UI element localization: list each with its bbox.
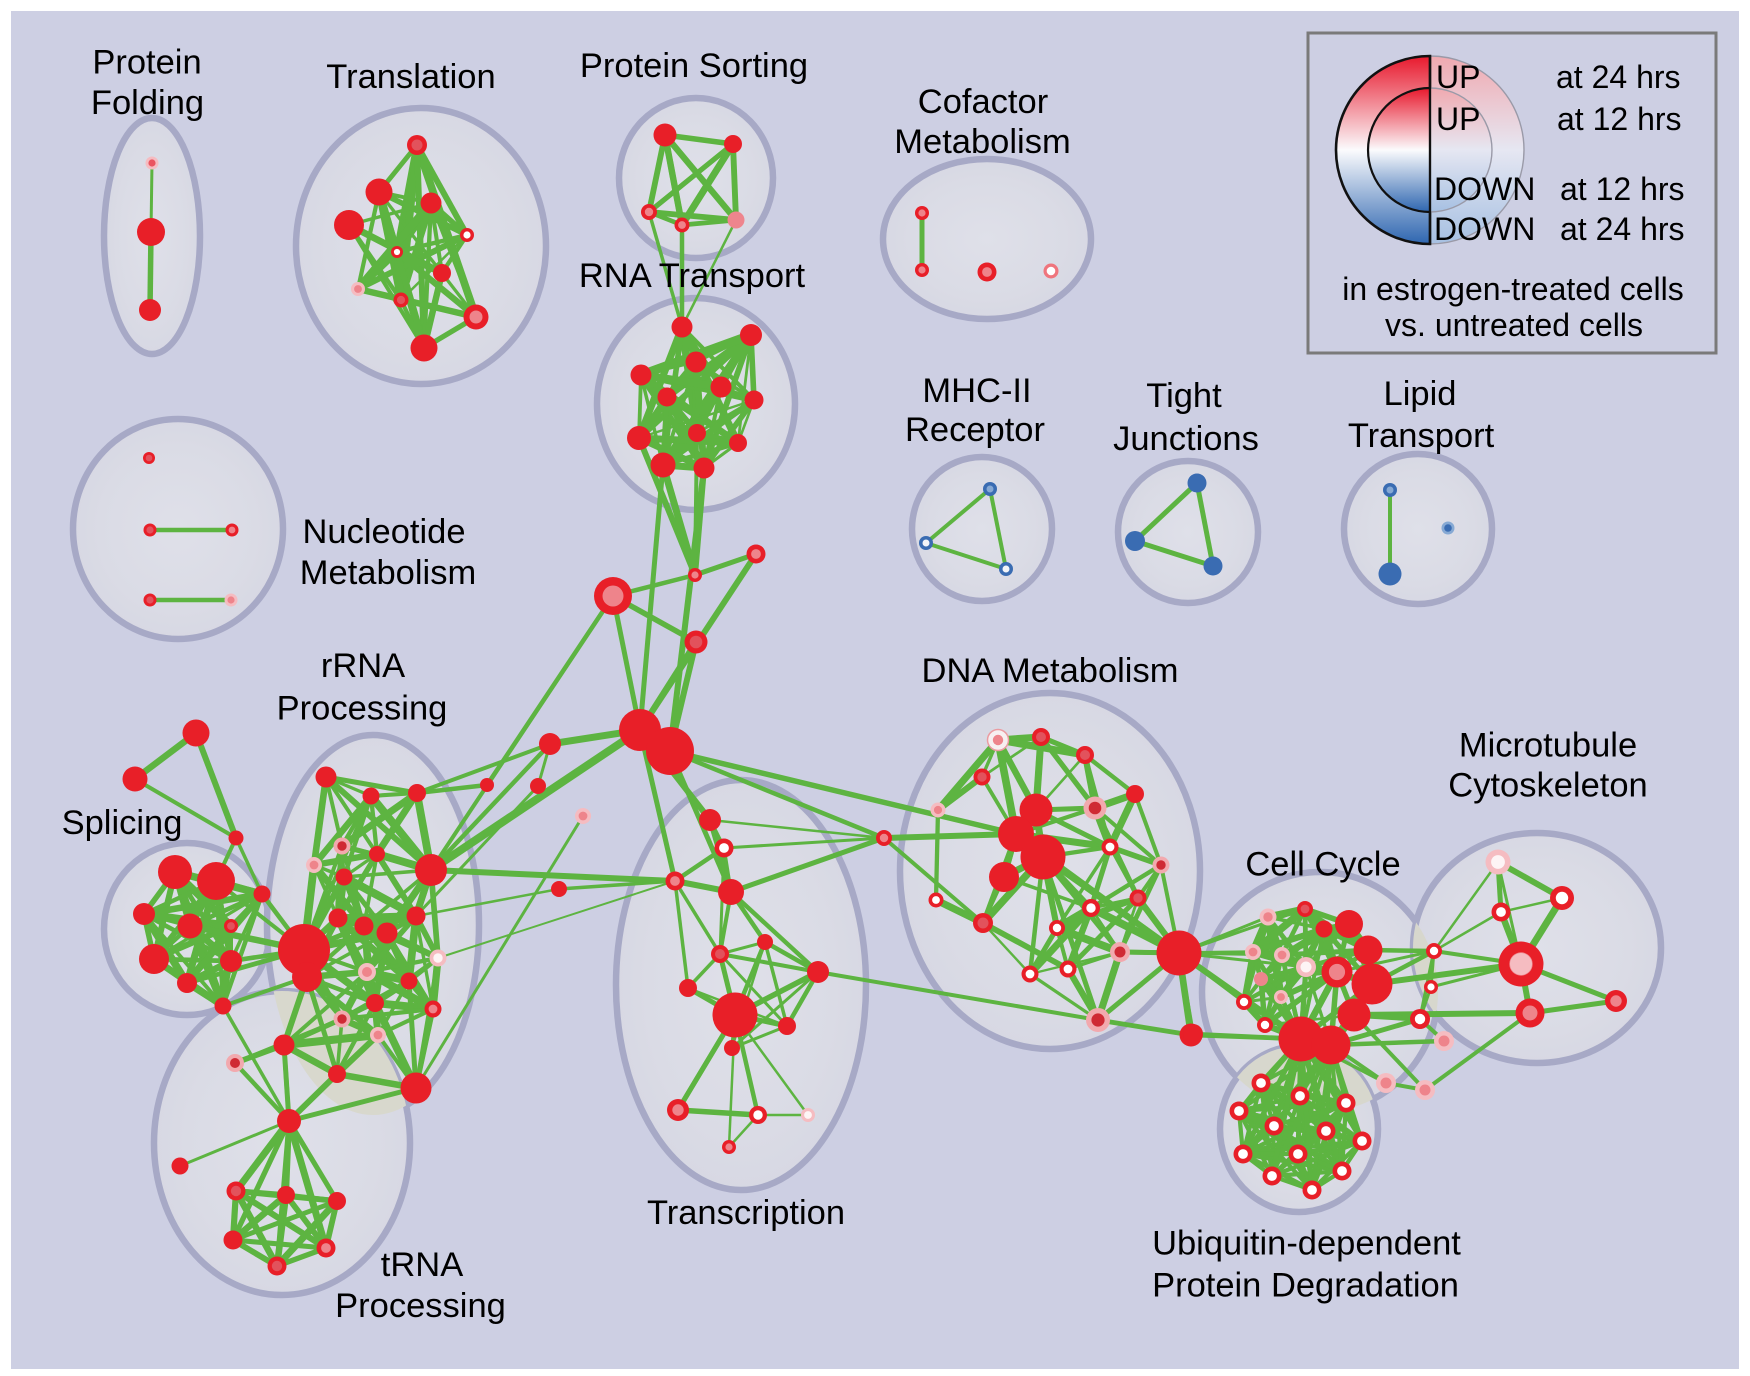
svg-text:Cofactor: Cofactor — [918, 83, 1048, 121]
svg-text:DOWN: DOWN — [1434, 211, 1535, 247]
svg-text:Transcription: Transcription — [647, 1194, 845, 1232]
svg-text:DNA Metabolism: DNA Metabolism — [922, 652, 1179, 690]
svg-text:Translation: Translation — [326, 58, 495, 96]
svg-text:Splicing: Splicing — [62, 804, 183, 842]
svg-text:Processing: Processing — [277, 689, 448, 727]
svg-text:Folding: Folding — [91, 84, 204, 122]
svg-text:Cytoskeleton: Cytoskeleton — [1448, 766, 1647, 804]
svg-text:Metabolism: Metabolism — [894, 123, 1070, 161]
svg-text:vs. untreated cells: vs. untreated cells — [1385, 307, 1643, 343]
svg-text:Transport: Transport — [1348, 417, 1495, 455]
svg-text:DOWN: DOWN — [1434, 171, 1535, 207]
svg-text:Processing: Processing — [335, 1287, 506, 1325]
svg-text:MHC-II: MHC-II — [922, 372, 1031, 410]
svg-text:at 12 hrs: at 12 hrs — [1560, 171, 1685, 207]
svg-text:UP: UP — [1436, 101, 1480, 137]
svg-text:RNA Transport: RNA Transport — [579, 257, 806, 295]
svg-text:Junctions: Junctions — [1113, 420, 1259, 458]
svg-text:UP: UP — [1436, 59, 1480, 95]
svg-text:rRNA: rRNA — [321, 647, 405, 685]
svg-text:Protein Sorting: Protein Sorting — [580, 47, 808, 85]
svg-text:Lipid: Lipid — [1384, 375, 1457, 413]
svg-text:Nucleotide: Nucleotide — [302, 513, 465, 551]
svg-text:tRNA: tRNA — [381, 1246, 463, 1284]
svg-text:Protein Degradation: Protein Degradation — [1152, 1266, 1459, 1304]
svg-text:Ubiquitin-dependent: Ubiquitin-dependent — [1152, 1225, 1461, 1263]
svg-text:Microtubule: Microtubule — [1459, 727, 1637, 765]
svg-text:in estrogen-treated cells: in estrogen-treated cells — [1342, 271, 1684, 307]
svg-text:at 12 hrs: at 12 hrs — [1557, 101, 1682, 137]
svg-text:Tight: Tight — [1146, 377, 1222, 415]
svg-text:Receptor: Receptor — [905, 411, 1045, 449]
svg-text:Cell Cycle: Cell Cycle — [1245, 846, 1400, 884]
svg-text:Metabolism: Metabolism — [300, 554, 476, 592]
svg-text:at 24 hrs: at 24 hrs — [1556, 59, 1681, 95]
svg-text:at 24 hrs: at 24 hrs — [1560, 211, 1685, 247]
svg-text:Protein: Protein — [92, 44, 201, 82]
